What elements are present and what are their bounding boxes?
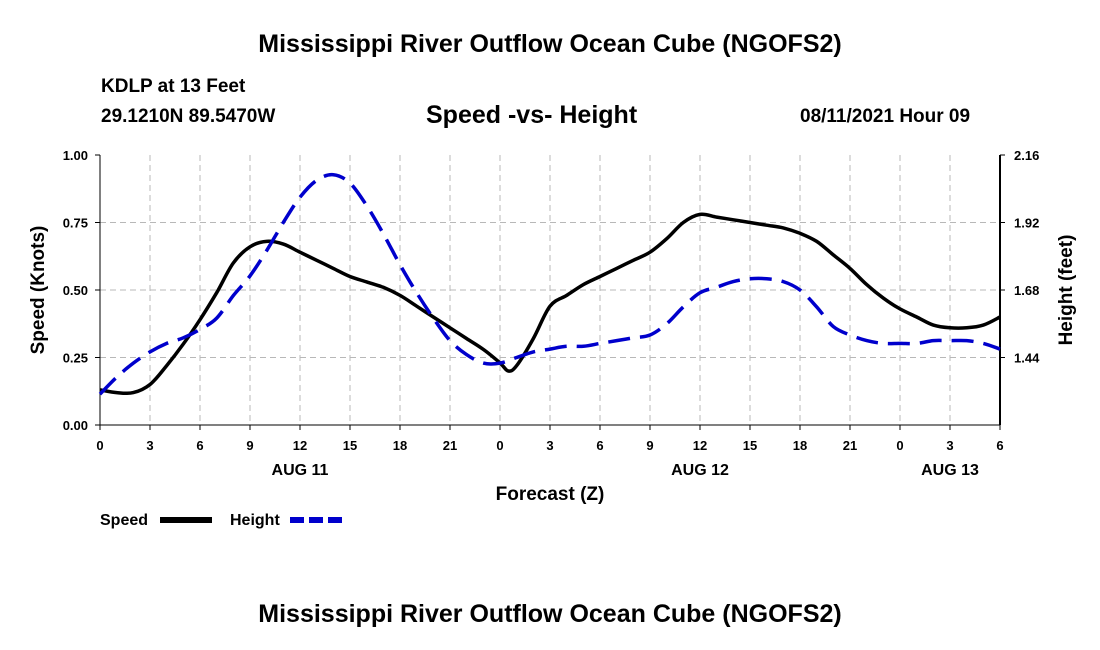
x-tick-label: 21 — [443, 438, 457, 453]
y-tick-label: 1.00 — [63, 148, 88, 163]
x-tick-label: 0 — [96, 438, 103, 453]
date-label: AUG 12 — [671, 462, 729, 479]
legend-label-height: Height — [230, 512, 280, 529]
x-axis-title: Forecast (Z) — [496, 484, 605, 505]
series-lines — [98, 172, 1001, 396]
x-tick-label: 9 — [646, 438, 653, 453]
footer-title: Mississippi River Outflow Ocean Cube (NG… — [258, 600, 842, 628]
x-tick-label: 0 — [496, 438, 503, 453]
y2-tick-label: 1.68 — [1014, 283, 1039, 298]
x-tick-label: 6 — [596, 438, 603, 453]
forecast-datetime: 08/11/2021 Hour 09 — [800, 106, 971, 127]
y2-tick-label: 1.92 — [1014, 216, 1039, 231]
x-tick-label: 21 — [843, 438, 857, 453]
y2-axis-title: Height (feet) — [1056, 235, 1077, 346]
series-line-speed — [99, 212, 1001, 396]
axis-labels: 0 3 6 9 12 15 18 21 0 3 6 9 12 15 18 21 0 3 6 0.00 0.25 0.50 0… — [28, 148, 1077, 505]
series-line-height — [98, 172, 1001, 396]
y-tick-label: 0.50 — [63, 283, 88, 298]
x-tick-label: 6 — [196, 438, 203, 453]
x-tick-label: 3 — [946, 438, 953, 453]
axes — [95, 154, 1005, 430]
date-label: AUG 13 — [921, 462, 979, 479]
y-tick-label: 0.75 — [63, 216, 88, 231]
x-tick-label: 15 — [743, 438, 757, 453]
x-tick-label: 18 — [393, 438, 407, 453]
y-tick-label: 0.25 — [63, 351, 88, 366]
x-tick-label: 18 — [793, 438, 807, 453]
x-tick-label: 6 — [996, 438, 1003, 453]
x-tick-label: 3 — [146, 438, 153, 453]
x-tick-label: 9 — [246, 438, 253, 453]
y-tick-label: 0.00 — [63, 418, 88, 433]
x-tick-label: 3 — [546, 438, 553, 453]
y2-tick-label: 2.16 — [1014, 148, 1039, 163]
date-label: AUG 11 — [272, 462, 329, 479]
x-tick-label: 15 — [343, 438, 357, 453]
station-label: KDLP at 13 Feet — [101, 76, 246, 97]
main-title: Mississippi River Outflow Ocean Cube (NG… — [258, 30, 842, 58]
y2-tick-label: 1.44 — [1014, 351, 1040, 366]
x-tick-label: 12 — [293, 438, 307, 453]
x-tick-label: 12 — [693, 438, 707, 453]
chart-subtitle: Speed -vs- Height — [426, 101, 638, 129]
y-axis-title: Speed (Knots) — [28, 226, 49, 355]
legend-label-speed: Speed — [100, 512, 148, 529]
grid-lines — [100, 155, 1000, 425]
x-tick-label: 0 — [896, 438, 903, 453]
legend: Speed Height — [100, 512, 342, 529]
station-coordinates: 29.1210N 89.5470W — [101, 106, 276, 127]
